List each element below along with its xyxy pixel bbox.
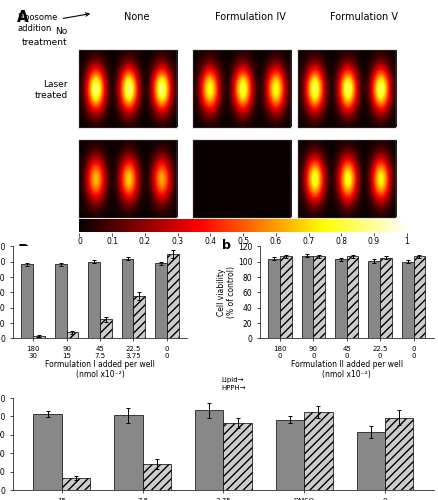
Bar [142,464,171,490]
Text: Liposome
addition: Liposome addition [18,13,89,32]
Bar [33,414,62,490]
Bar [122,258,134,338]
Bar [100,319,112,338]
Bar [134,296,145,339]
Text: Lipid→
HPPH→: Lipid→ HPPH→ [222,377,246,391]
Bar [88,262,100,338]
Bar [114,416,142,490]
Bar [55,264,67,338]
Bar [62,478,90,490]
Text: Formulation IV: Formulation IV [215,12,286,22]
Bar [33,336,45,338]
Bar [335,260,347,338]
X-axis label: Formulation II added per well
(nmol x10⁻²): Formulation II added per well (nmol x10⁻… [291,360,403,380]
X-axis label: Formulation I added per well
(nmol x10⁻²): Formulation I added per well (nmol x10⁻²… [45,360,155,380]
Bar [276,420,304,490]
Bar [21,264,33,338]
Bar [302,256,313,338]
Bar [357,432,385,490]
Bar [347,256,358,338]
Bar [402,262,413,338]
Bar [368,261,380,338]
Bar [167,254,179,338]
Text: Formulation V: Formulation V [330,12,398,22]
Text: b: b [222,239,230,252]
Bar [385,418,413,490]
Text: Laser
treated: Laser treated [35,80,68,100]
Bar [268,258,280,338]
Text: B: B [18,244,29,259]
Bar [304,412,332,490]
Text: None: None [124,12,150,22]
Bar [223,422,252,490]
Bar [67,332,78,338]
Text: No
treatment: No treatment [22,28,68,47]
Y-axis label: Cell viability
(% of control): Cell viability (% of control) [217,266,237,318]
Bar [313,256,325,338]
Bar [280,256,292,338]
Text: A: A [18,10,29,25]
Bar [413,256,425,338]
Bar [195,410,223,490]
Bar [155,264,167,338]
Bar [380,258,392,338]
